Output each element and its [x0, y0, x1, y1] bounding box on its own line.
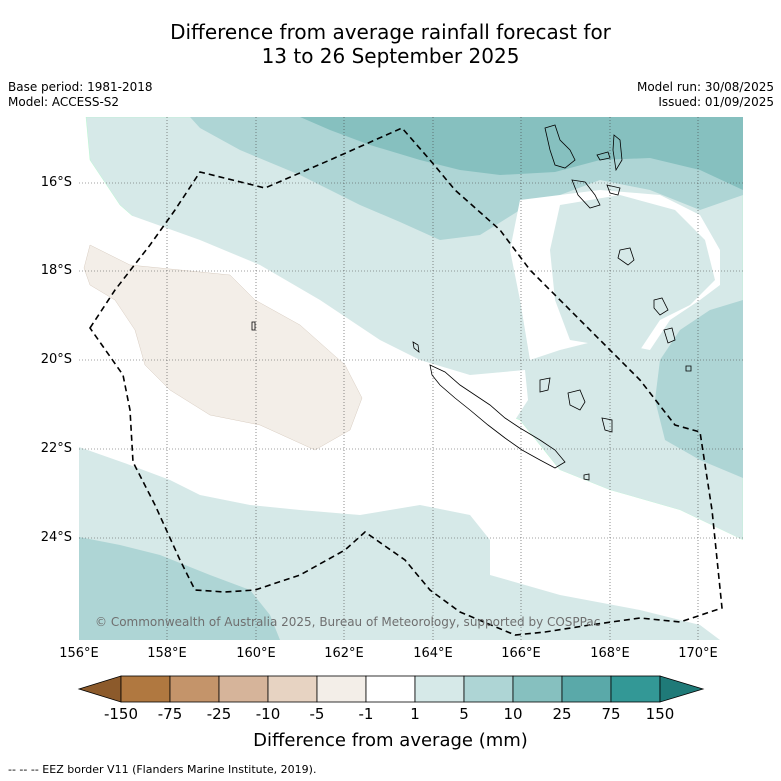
rain-contour-10-25-east: [655, 300, 743, 478]
island-vanuatu-7: [663, 327, 676, 344]
rain-contour-5-10-east: [550, 195, 715, 350]
lon-label-168e: 168°E: [590, 646, 630, 661]
lat-label-24s: 24°S: [40, 530, 72, 545]
island-small-3: [412, 341, 420, 353]
lon-label-162e: 162°E: [324, 646, 364, 661]
island-vanuatu-4: [606, 184, 621, 196]
island-vanuatu-3: [571, 179, 601, 209]
islands: [251, 124, 692, 481]
base-period: Base period: 1981-2018: [8, 80, 153, 94]
meta-right: Model run: 30/08/2025 Issued: 01/09/2025: [637, 80, 774, 110]
colorbar-title: Difference from average (mm): [253, 730, 528, 751]
colorbar-bin-1: [120, 675, 171, 703]
map-title: Difference from average rainfall forecas…: [0, 20, 781, 68]
rain-contour-dry-patch: [83, 244, 363, 451]
rain-contour-10-25-south: [79, 537, 280, 640]
colorbar-bin-9: [512, 675, 563, 703]
island-vanuatu-north: [544, 124, 576, 169]
rain-contour-25-75-north: [300, 117, 743, 190]
copyright-notice: © Commonwealth of Australia 2025, Bureau…: [95, 615, 600, 629]
colorbar-tick: 5: [459, 705, 469, 723]
colorbar-tick: -75: [157, 705, 183, 723]
lat-label-18s: 18°S: [40, 263, 72, 278]
colorbar-tick: 150: [645, 705, 675, 723]
island-small-2: [685, 365, 692, 372]
lon-label-160e: 160°E: [236, 646, 276, 661]
colorbar-tick: -5: [309, 705, 325, 723]
colorbar-tick: -10: [255, 705, 281, 723]
colorbar-bin-11: [610, 675, 661, 703]
lon-label-158e: 158°E: [147, 646, 187, 661]
colorbar-bin-7: [414, 675, 465, 703]
colorbar-bin-3: [218, 675, 269, 703]
colorbar-tick: 1: [410, 705, 420, 723]
colorbar: [77, 675, 705, 703]
colorbar-tick: 25: [552, 705, 572, 723]
eez-legend-footer: -- -- -- EEZ border V11 (Flanders Marine…: [8, 763, 317, 776]
lat-label-20s: 20°S: [40, 352, 72, 367]
colorbar-high-extension: [659, 675, 705, 703]
colorbar-bin-10: [561, 675, 612, 703]
lon-label-164e: 164°E: [413, 646, 453, 661]
island-vanuatu-1: [596, 151, 611, 161]
colorbar-tick: -25: [206, 705, 232, 723]
issued-date: Issued: 01/09/2025: [658, 95, 774, 109]
meta-left: Base period: 1981-2018 Model: ACCESS-S2: [8, 80, 153, 110]
map-area: © Commonwealth of Australia 2025, Bureau…: [79, 117, 743, 640]
island-small-4: [251, 321, 256, 331]
colorbar-bin-5: [316, 675, 367, 703]
lon-label-170e: 170°E: [678, 646, 718, 661]
lat-label-16s: 16°S: [40, 175, 72, 190]
island-vanuatu-5: [617, 247, 635, 266]
colorbar-tick: -1: [358, 705, 374, 723]
title-line-1: Difference from average rainfall forecas…: [170, 20, 611, 44]
colorbar-tick: 10: [503, 705, 523, 723]
island-loyalty-2: [567, 389, 586, 411]
island-small-1: [583, 473, 590, 481]
island-new-caledonia: [429, 364, 566, 469]
eez-border: [89, 127, 723, 636]
colorbar-tick: 75: [601, 705, 621, 723]
colorbar-bin-2: [169, 675, 220, 703]
lat-label-22s: 22°S: [40, 441, 72, 456]
colorbar-low-extension: [77, 675, 122, 703]
colorbar-tick: -150: [103, 705, 139, 723]
model-name: Model: ACCESS-S2: [8, 95, 120, 109]
island-vanuatu-6: [653, 297, 669, 316]
title-line-2: 13 to 26 September 2025: [261, 44, 520, 68]
lon-label-156e: 156°E: [59, 646, 99, 661]
colorbar-bin-8: [463, 675, 514, 703]
island-loyalty-1: [539, 377, 551, 393]
colorbar-bin-6: [365, 675, 416, 703]
colorbar-bin-4: [267, 675, 318, 703]
island-loyalty-3: [601, 417, 613, 433]
lon-label-166e: 166°E: [501, 646, 541, 661]
model-run: Model run: 30/08/2025: [636, 80, 774, 94]
island-vanuatu-2: [612, 134, 623, 172]
graticule: [79, 117, 743, 640]
